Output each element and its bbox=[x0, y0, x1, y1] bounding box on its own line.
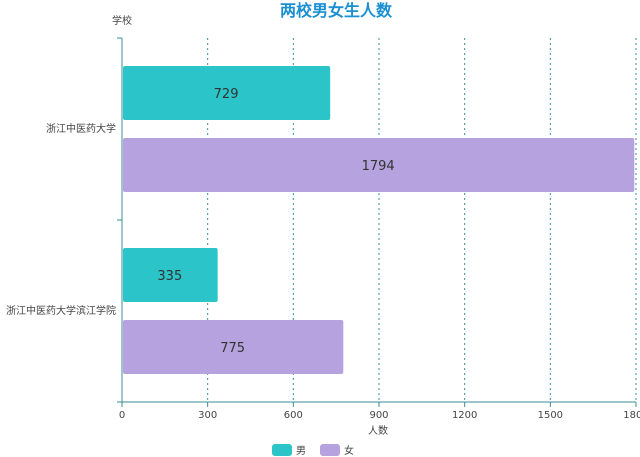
x-axis-title: 人数 bbox=[368, 424, 388, 437]
bar[interactable] bbox=[123, 248, 218, 302]
bar-value-label: 1794 bbox=[362, 159, 395, 174]
legend-label[interactable]: 男 bbox=[296, 445, 306, 457]
bar[interactable] bbox=[123, 138, 635, 192]
x-tick-label: 1800 bbox=[623, 410, 640, 421]
y-tick-label: 浙江中医药大学 bbox=[46, 122, 116, 135]
y-axis-title: 学校 bbox=[112, 14, 132, 27]
x-tick-label: 1200 bbox=[452, 410, 477, 421]
x-tick-label: 300 bbox=[198, 410, 217, 421]
y-tick-label: 浙江中医药大学滨江学院 bbox=[6, 304, 116, 317]
legend[interactable]: 男女 bbox=[272, 444, 354, 457]
bar-value-label: 775 bbox=[220, 341, 245, 356]
bar-value-label: 729 bbox=[214, 87, 239, 102]
bar[interactable] bbox=[123, 320, 344, 374]
x-tick-label: 0 bbox=[119, 410, 125, 421]
bars: 729 1794 335 775 bbox=[123, 66, 635, 374]
bar[interactable] bbox=[123, 66, 331, 120]
chart-title: 两校男女生人数 bbox=[280, 1, 393, 20]
x-tick-label: 900 bbox=[369, 410, 388, 421]
legend-swatch[interactable] bbox=[320, 444, 340, 456]
legend-label[interactable]: 女 bbox=[344, 444, 354, 457]
x-tick-label: 600 bbox=[284, 410, 303, 421]
legend-swatch[interactable] bbox=[272, 444, 292, 456]
x-tick-label: 1500 bbox=[538, 410, 563, 421]
bar-value-label: 335 bbox=[157, 269, 182, 284]
